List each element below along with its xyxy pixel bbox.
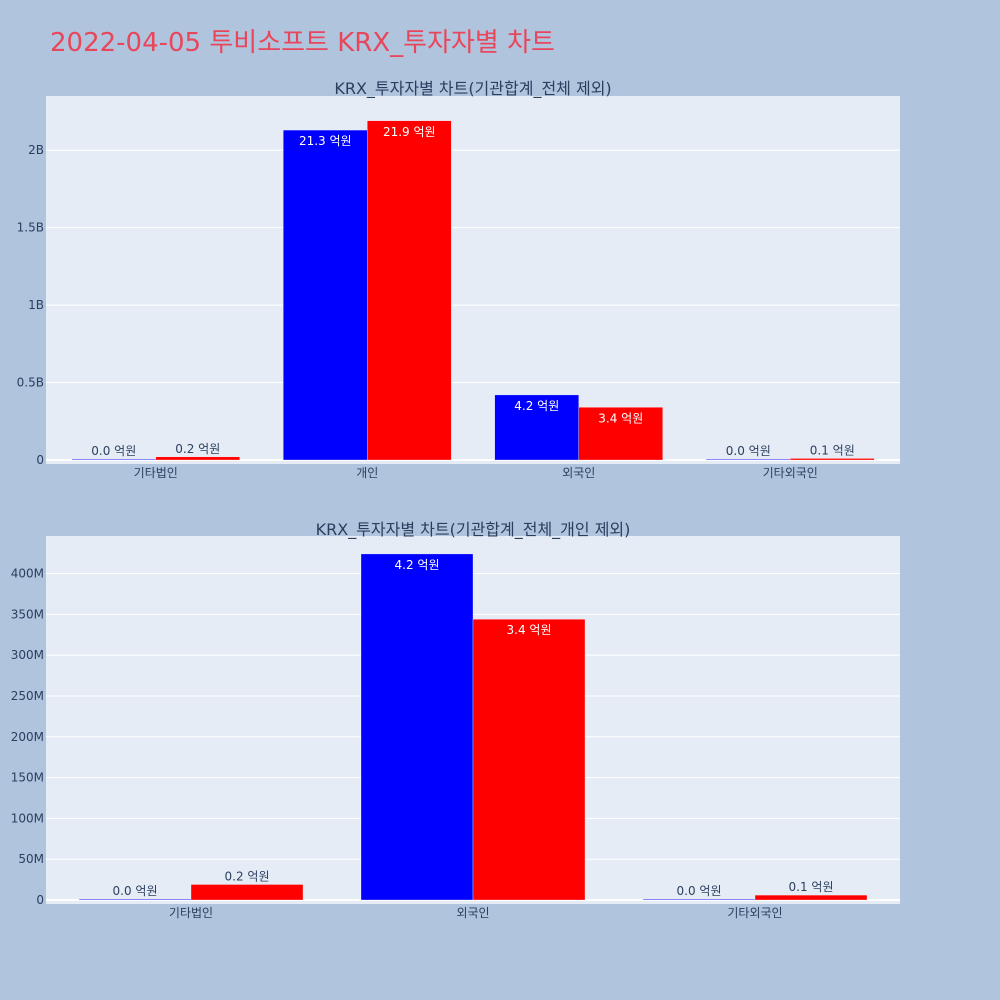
chart-2: 0 50M 100M 150M 200M 250M 300M 350M 400M KRX_투자자별… — [11, 520, 900, 920]
data-label: 0.0 억원 — [113, 884, 158, 898]
bar-series-1 — [360, 553, 474, 901]
chart-1: 0 0.5B 1B 1.5B 2B KRX_투자자별 차트(기관합계_전체 제외) 기타법인… — [17, 79, 900, 480]
y-tick-label: 50M — [18, 852, 44, 866]
y-tick-label: 400M — [11, 567, 44, 581]
y-tick-label: 0 — [36, 893, 44, 907]
chart-title: KRX_투자자별 차트(기관합계_전체 제외) — [334, 79, 611, 99]
bar-series-2 — [472, 619, 586, 901]
bar-series-2 — [155, 456, 240, 461]
y-tick-label: 1.5B — [17, 221, 44, 235]
data-label: 3.4 억원 — [507, 623, 552, 637]
data-label: 0.2 억원 — [175, 442, 220, 456]
plot-area — [46, 96, 900, 464]
y-tick-label: 250M — [11, 689, 44, 703]
chart-title: KRX_투자자별 차트(기관합계_전체_개인 제외) — [316, 520, 631, 540]
data-label: 0.1 억원 — [810, 443, 855, 457]
data-label: 4.2 억원 — [395, 558, 440, 572]
x-tick-label: 기타외국인 — [763, 466, 818, 480]
data-label: 4.2 억원 — [514, 399, 559, 413]
data-label: 0.1 억원 — [789, 880, 834, 894]
data-label: 21.9 억원 — [383, 125, 436, 139]
y-tick-label: 100M — [11, 811, 44, 825]
bar-series-2 — [367, 120, 452, 461]
bar-series-2 — [790, 458, 875, 461]
bar-series-2 — [190, 884, 304, 901]
y-tick-label: 150M — [11, 771, 44, 785]
y-tick-label: 300M — [11, 648, 44, 662]
data-label: 3.4 억원 — [598, 411, 643, 425]
x-tick-label: 외국인 — [562, 466, 595, 480]
y-tick-label: 200M — [11, 730, 44, 744]
data-label: 21.3 억원 — [299, 134, 352, 148]
bar-series-1 — [494, 394, 579, 461]
bar-series-1 — [283, 129, 368, 461]
bar-series-2 — [578, 407, 663, 461]
data-label: 0.0 억원 — [726, 444, 771, 458]
x-tick-label: 기타법인 — [169, 906, 213, 920]
y-tick-label: 2B — [28, 143, 44, 157]
y-tick-label: 350M — [11, 607, 44, 621]
x-tick-label: 외국인 — [456, 906, 489, 920]
x-tick-label: 기타법인 — [134, 466, 178, 480]
y-tick-label: 1B — [28, 298, 44, 312]
x-tick-label: 기타외국인 — [727, 906, 782, 920]
data-label: 0.0 억원 — [91, 444, 136, 458]
bar-series-1 — [71, 459, 156, 461]
bar-series-1 — [706, 459, 791, 461]
y-tick-label: 0.5B — [17, 376, 44, 390]
data-label: 0.2 억원 — [225, 869, 270, 883]
data-label: 0.0 억원 — [677, 884, 722, 898]
bar-series-1 — [78, 899, 192, 901]
y-tick-label: 0 — [36, 453, 44, 467]
page-title: 2022-04-05 투비소프트 KRX_투자자별 차트 — [50, 28, 555, 58]
x-tick-label: 개인 — [356, 466, 378, 480]
bar-series-1 — [642, 899, 756, 901]
bar-series-2 — [754, 894, 868, 901]
